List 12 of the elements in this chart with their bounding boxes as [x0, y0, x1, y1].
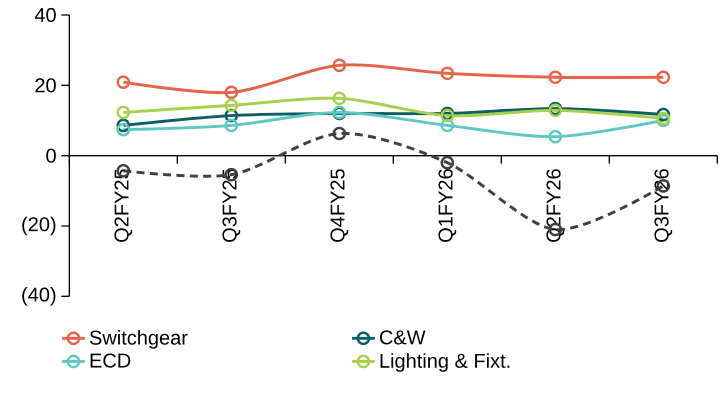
y-tick-label: (40) [22, 287, 56, 306]
x-tick-label: Q1FY26 [438, 169, 456, 242]
y-tick-label: (20) [22, 216, 56, 236]
legend-label: Lighting & Fixt. [380, 353, 510, 372]
x-tick-label: Q3FY26 [654, 169, 672, 242]
legend-label: C&W [380, 330, 426, 344]
y-tick-label: 20 [35, 78, 56, 92]
y-tick-label: 40 [34, 8, 56, 22]
x-tick-label: Q4FY25 [330, 169, 348, 242]
y-tick-label: 0 [46, 148, 56, 163]
legend-label: ECD [90, 353, 130, 368]
legend-label: Switchgear [90, 330, 188, 349]
